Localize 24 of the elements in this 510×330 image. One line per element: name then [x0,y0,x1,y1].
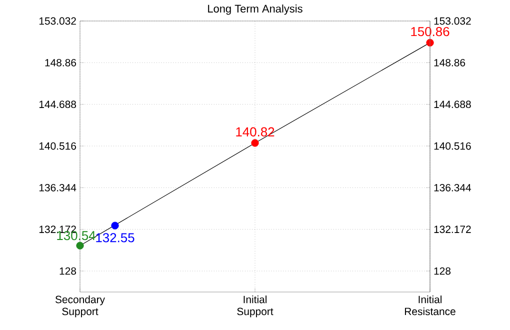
x-tick-label: Secondary Support [55,296,105,318]
y2-tick-label: 128 [434,267,451,275]
y-tick-label: 148.86 [45,58,76,66]
y-tick-label: 144.688 [39,100,76,108]
y2-tick-label: 153.032 [434,17,471,25]
x-tick-label: Initial Resistance [404,296,456,316]
y-tick-label: 128 [60,267,76,275]
y-tick-label: 132.172 [39,226,76,234]
point [76,242,84,250]
y2-tick-label: 144.688 [434,100,471,108]
y2-tick-label: 140.516 [434,142,471,150]
point [251,139,259,147]
y-tick-label: 140.516 [39,142,76,150]
y-tick-label: 153.032 [39,17,76,25]
data-label: 140.82 [236,127,274,136]
y2-tick-label: 148.86 [434,58,466,66]
x-tick-label: Initial Support [237,296,274,318]
chart-title: Long Term Analysis [208,4,302,15]
y2-tick-label: 136.344 [434,184,472,192]
data-label: 130.54 [57,230,96,240]
data-label: 150.86 [411,27,450,36]
y2-tick-label: 132.172 [434,226,471,234]
data-label: 132.55 [96,233,134,242]
y-tick-label: 136.344 [39,184,76,192]
